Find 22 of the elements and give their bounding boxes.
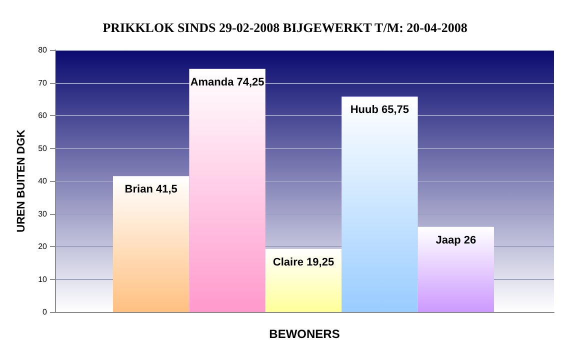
y-tick-label: 80: [38, 46, 48, 54]
y-tick-label: 50: [38, 144, 48, 153]
data-label: Amanda 74,25: [190, 76, 264, 88]
data-label: Brian 41,5: [124, 184, 178, 196]
y-tick-label: 30: [38, 209, 48, 218]
data-label: Jaap 26: [436, 234, 476, 246]
bar: [189, 68, 266, 312]
y-tick-label: 60: [38, 111, 48, 120]
y-tick-label: 70: [38, 78, 48, 88]
y-tick-label: 20: [38, 242, 48, 251]
bar: [113, 176, 190, 312]
bar: [418, 226, 494, 312]
data-label: Claire 19,25: [272, 256, 334, 268]
bar: [265, 248, 342, 312]
x-axis-title: BEWONERS: [269, 327, 340, 341]
y-tick-label: 0: [42, 308, 48, 316]
data-label: Huub 65,75: [350, 104, 410, 116]
bar: [342, 96, 418, 312]
y-axis-title: UREN BUITEN DGK: [16, 130, 28, 232]
y-tick-label: 40: [38, 176, 48, 186]
y-tick-label: 10: [38, 274, 48, 284]
chart-title: PRIKKLOK SINDS 29-02-2008 BIJGEWERKT T/M: 20-04-2008: [102, 20, 468, 35]
